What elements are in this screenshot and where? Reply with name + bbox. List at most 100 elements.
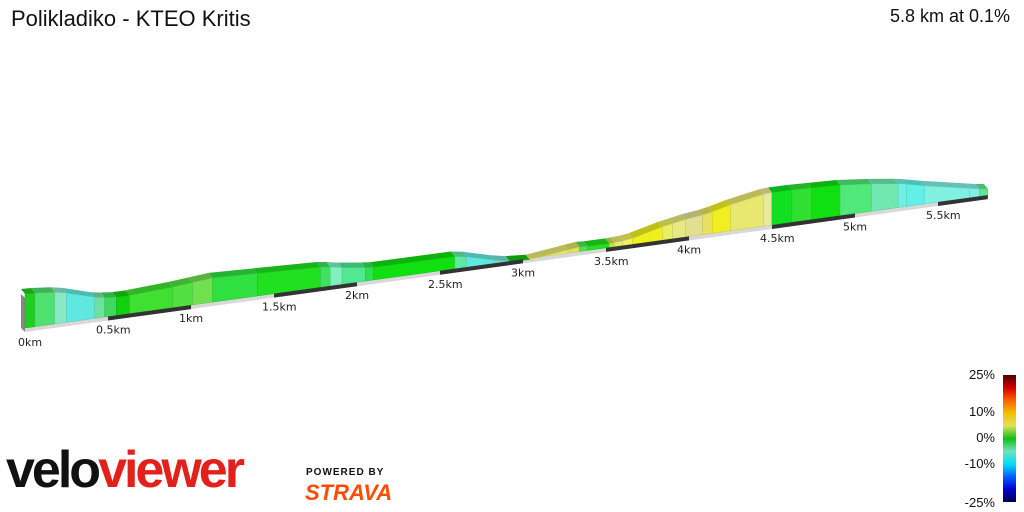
legend-label-min: -25% — [964, 495, 995, 510]
logo-velo: velo — [6, 441, 101, 499]
x-tick-label: 5.5km — [926, 209, 961, 222]
gradient-segment — [763, 192, 773, 227]
x-tick-label: 1km — [179, 312, 203, 325]
segment-top-face — [62, 287, 95, 298]
x-tick-label: 3.5km — [594, 255, 629, 268]
gradient-segment — [320, 266, 331, 288]
segment-top-face — [605, 237, 615, 244]
gradient-segment — [341, 267, 366, 285]
segment-top-face — [965, 183, 980, 189]
segment-top-face — [30, 287, 55, 294]
segment-top-face — [658, 218, 673, 227]
distance-band — [274, 282, 357, 298]
segment-top-face — [208, 268, 258, 278]
segment-top-face — [450, 251, 467, 257]
gradient-segment — [34, 292, 56, 327]
gradient-segment — [791, 187, 813, 223]
segment-top-face — [575, 241, 588, 247]
profile-start-side — [21, 294, 25, 332]
gradient-segment — [172, 282, 193, 308]
x-tick-label: 3km — [511, 266, 535, 279]
gradient-segment — [839, 183, 872, 216]
segment-top-face — [100, 292, 117, 298]
segment-top-face — [50, 287, 67, 293]
x-tick-label: 1.5km — [262, 301, 297, 314]
logo-viewer: viewer — [98, 441, 245, 499]
distance-band — [108, 305, 191, 321]
segment-top-face — [698, 206, 713, 215]
gradient-segment — [104, 296, 117, 318]
segment-summary: 5.8 km at 0.1% — [889, 6, 1010, 26]
segment-top-face — [836, 178, 872, 186]
x-tick-label: 0km — [18, 336, 42, 349]
segment-top-face — [668, 214, 686, 224]
segment-top-face — [726, 189, 764, 205]
distance-band — [606, 236, 689, 252]
gradient-segment — [54, 291, 67, 325]
gradient-segment — [871, 183, 899, 212]
segment-top-face — [628, 221, 663, 239]
gradient-segment — [609, 242, 615, 248]
powered-by-label: POWERED BY — [306, 467, 385, 478]
segment-top-face — [462, 251, 495, 261]
x-tick-label: 4.5km — [760, 232, 795, 245]
segment-top-face — [807, 180, 841, 188]
gradient-segment — [24, 292, 36, 329]
x-tick-label: 5km — [843, 221, 867, 234]
segment-top-face — [361, 262, 374, 268]
legend-label-max: 25% — [968, 367, 995, 382]
segment-top-face — [708, 199, 731, 212]
segment-top-face — [759, 187, 772, 195]
gradient-segment — [192, 277, 213, 306]
gradient-segment — [979, 188, 989, 197]
segment-top-face — [316, 261, 331, 268]
gradient-segment — [811, 184, 841, 220]
legend-label-0: 0% — [976, 430, 995, 445]
segment-top-face — [867, 178, 899, 184]
veloviewer-logo: veloviewer — [6, 441, 245, 499]
distance-band — [440, 259, 523, 275]
distance-band — [938, 195, 988, 207]
gradient-segment — [94, 296, 105, 319]
x-tick-label: 2km — [345, 289, 369, 302]
segment-top-face — [253, 262, 321, 274]
page-title: Polikladiko - KTEO Kritis — [11, 6, 251, 31]
x-tick-label: 4km — [677, 243, 701, 256]
gradient-segment — [906, 183, 925, 207]
segment-top-face — [920, 180, 970, 189]
x-tick-label: 0.5km — [96, 324, 131, 337]
segment-top-face — [188, 272, 213, 283]
segment-top-face — [21, 288, 35, 294]
gradient-segment — [116, 295, 130, 316]
legend-label-neg10: -10% — [964, 456, 995, 471]
gradient-segment — [897, 183, 907, 208]
segment-top-face — [90, 292, 105, 298]
gradient-segment — [365, 266, 374, 282]
segment-top-face — [125, 281, 173, 296]
legend-label-10: 10% — [968, 404, 995, 419]
strava-logo: STRAVA — [305, 480, 393, 505]
segment-top-face — [787, 182, 812, 190]
gradient-color-scale — [1003, 375, 1016, 502]
gradient-segment — [579, 246, 588, 252]
gradient-segment — [662, 223, 673, 241]
segment-top-face — [338, 262, 366, 268]
segment-top-face — [369, 251, 455, 268]
segment-top-face — [326, 261, 343, 268]
gradient-segment — [454, 256, 467, 269]
segment-top-face — [681, 209, 703, 220]
distance-band — [772, 213, 855, 229]
segment-top-face — [168, 277, 193, 287]
segment-top-face — [112, 290, 130, 298]
segment-top-face — [610, 235, 623, 243]
segment-top-face — [975, 183, 988, 189]
gradient-segment — [66, 292, 95, 323]
segment-top-face — [894, 178, 907, 185]
segment-top-face — [525, 244, 568, 260]
x-tick-label: 2.5km — [428, 278, 463, 291]
gradient-segment — [330, 266, 343, 287]
gradient-segment — [702, 211, 713, 235]
gradient-segment — [771, 189, 793, 226]
segment-top-face — [490, 255, 510, 262]
